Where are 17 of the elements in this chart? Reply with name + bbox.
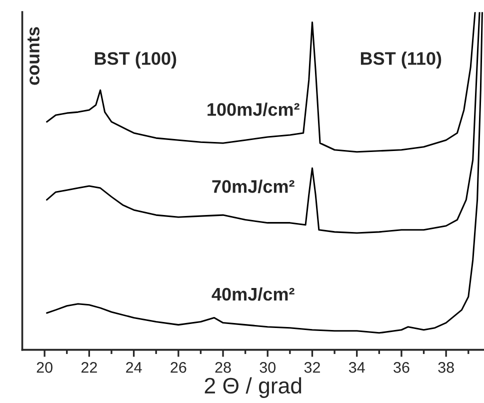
x-tick-label: 26 [170, 362, 186, 373]
x-tick-label: 32 [304, 362, 320, 373]
x-tick-label: 20 [36, 362, 52, 373]
annotation: BST (110) [360, 52, 442, 68]
series-label: 40mJ/cm² [212, 287, 294, 301]
annotation: BST (100) [94, 52, 176, 68]
x-axis-title: 2 Θ / grad [204, 377, 302, 398]
x-tick-label: 30 [260, 362, 276, 373]
series-label: 100mJ/cm² [208, 102, 300, 116]
x-tick-label: 22 [81, 362, 97, 373]
x-tick-label: 24 [126, 362, 142, 373]
series-label: 70mJ/cm² [212, 180, 294, 194]
x-tick-label: 36 [394, 362, 410, 373]
x-tick-label: 38 [438, 362, 454, 373]
x-tick-label: 28 [215, 362, 231, 373]
y-axis-title: counts [28, 27, 40, 85]
x-tick-label: 34 [348, 362, 365, 373]
